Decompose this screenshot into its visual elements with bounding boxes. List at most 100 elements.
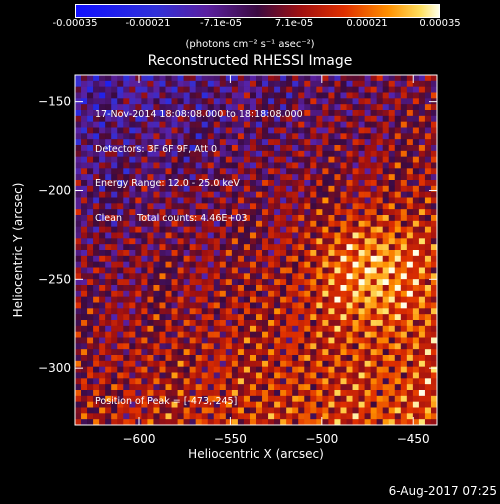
heatmap-cell	[177, 80, 184, 87]
heatmap-cell	[400, 162, 408, 169]
heatmap-cell	[153, 238, 160, 245]
heatmap-cell	[316, 285, 323, 292]
heatmap-cell	[249, 226, 257, 233]
heatmap-cell	[400, 279, 408, 286]
heatmap-cell	[376, 296, 383, 303]
heatmap-cell	[207, 413, 215, 420]
heatmap-cell	[231, 261, 239, 268]
heatmap-cell	[358, 203, 365, 210]
heatmap-cell	[316, 250, 323, 257]
heatmap-cell	[87, 290, 94, 297]
heatmap-cell	[129, 168, 136, 175]
heatmap-cell	[376, 419, 383, 426]
heatmap-cell	[75, 127, 82, 134]
heatmap-cell	[334, 238, 341, 245]
heatmap-cell	[183, 378, 190, 385]
heatmap-cell	[201, 115, 209, 122]
heatmap-cell	[111, 401, 118, 408]
heatmap-cell	[370, 98, 377, 105]
heatmap-cell	[213, 395, 221, 402]
heatmap-cell	[237, 92, 245, 99]
heatmap-cell	[388, 250, 396, 257]
heatmap-cell	[412, 238, 420, 245]
heatmap-cell	[213, 378, 221, 385]
heatmap-cell	[304, 244, 311, 251]
heatmap-cell	[316, 162, 323, 169]
heatmap-cell	[328, 238, 335, 245]
heatmap-cell	[316, 185, 323, 192]
heatmap-cell	[412, 185, 420, 192]
colorbar-ticks: -0.00035 -0.00021 -7.1e-05 7.1e-05 0.000…	[0, 18, 500, 32]
heatmap-cell	[268, 296, 275, 303]
heatmap-cell	[99, 86, 106, 93]
heatmap-cell	[256, 145, 263, 152]
heatmap-cell	[195, 331, 202, 338]
heatmap-cell	[370, 215, 377, 222]
heatmap-cell	[280, 226, 287, 233]
heatmap-cell	[117, 121, 124, 128]
heatmap-cell	[141, 133, 148, 140]
heatmap-cell	[159, 162, 166, 169]
heatmap-cell	[117, 180, 124, 187]
heatmap-cell	[292, 390, 299, 397]
heatmap-cell	[430, 302, 438, 309]
heatmap-cell	[346, 419, 353, 426]
heatmap-cell	[111, 168, 118, 175]
heatmap-cell	[237, 372, 245, 379]
heatmap-cell	[153, 127, 160, 134]
heatmap-cell	[388, 360, 396, 367]
heatmap-cell	[141, 115, 148, 122]
heatmap-cell	[340, 355, 347, 362]
heatmap-cell	[316, 244, 323, 251]
heatmap-cell	[328, 290, 335, 297]
heatmap-cell	[141, 180, 148, 187]
heatmap-cell	[328, 296, 335, 303]
heatmap-cell	[237, 378, 245, 385]
heatmap-cell	[256, 360, 263, 367]
heatmap-cell	[256, 180, 263, 187]
heatmap-cell	[430, 401, 438, 408]
heatmap-cell	[207, 378, 215, 385]
heatmap-cell	[292, 209, 299, 216]
heatmap-cell	[328, 80, 335, 87]
heatmap-cell	[105, 244, 112, 251]
heatmap-cell	[141, 203, 148, 210]
heatmap-cell	[424, 139, 432, 146]
heatmap-cell	[99, 314, 106, 321]
heatmap-cell	[111, 197, 118, 204]
heatmap-cell	[412, 220, 420, 227]
heatmap-cell	[171, 185, 178, 192]
heatmap-cell	[207, 407, 215, 414]
heatmap-cell	[237, 86, 245, 93]
heatmap-cell	[111, 180, 118, 187]
heatmap-cell	[117, 419, 124, 426]
heatmap-cell	[370, 395, 377, 402]
heatmap-cell	[286, 372, 293, 379]
heatmap-cell	[123, 80, 130, 87]
heatmap-cell	[358, 244, 365, 251]
heatmap-cell	[129, 203, 136, 210]
heatmap-cell	[141, 156, 148, 163]
heatmap-cell	[280, 355, 287, 362]
heatmap-cell	[177, 372, 184, 379]
heatmap-cell	[111, 395, 118, 402]
heatmap-cell	[111, 325, 118, 332]
heatmap-cell	[231, 215, 239, 222]
heatmap-cell	[141, 150, 148, 157]
heatmap-cell	[280, 174, 287, 181]
heatmap-cell	[249, 261, 257, 268]
heatmap-cell	[105, 80, 112, 87]
heatmap-cell	[153, 220, 160, 227]
heatmap-cell	[328, 273, 335, 280]
heatmap-cell	[292, 267, 299, 274]
heatmap-cell	[370, 226, 377, 233]
heatmap-cell	[123, 98, 130, 105]
heatmap-cell	[129, 337, 136, 344]
heatmap-cell	[370, 168, 377, 175]
heatmap-cell	[346, 378, 353, 385]
heatmap-cell	[388, 325, 396, 332]
heatmap-cell	[117, 145, 124, 152]
heatmap-cell	[388, 384, 396, 391]
heatmap-cell	[195, 378, 202, 385]
heatmap-cell	[243, 244, 251, 251]
